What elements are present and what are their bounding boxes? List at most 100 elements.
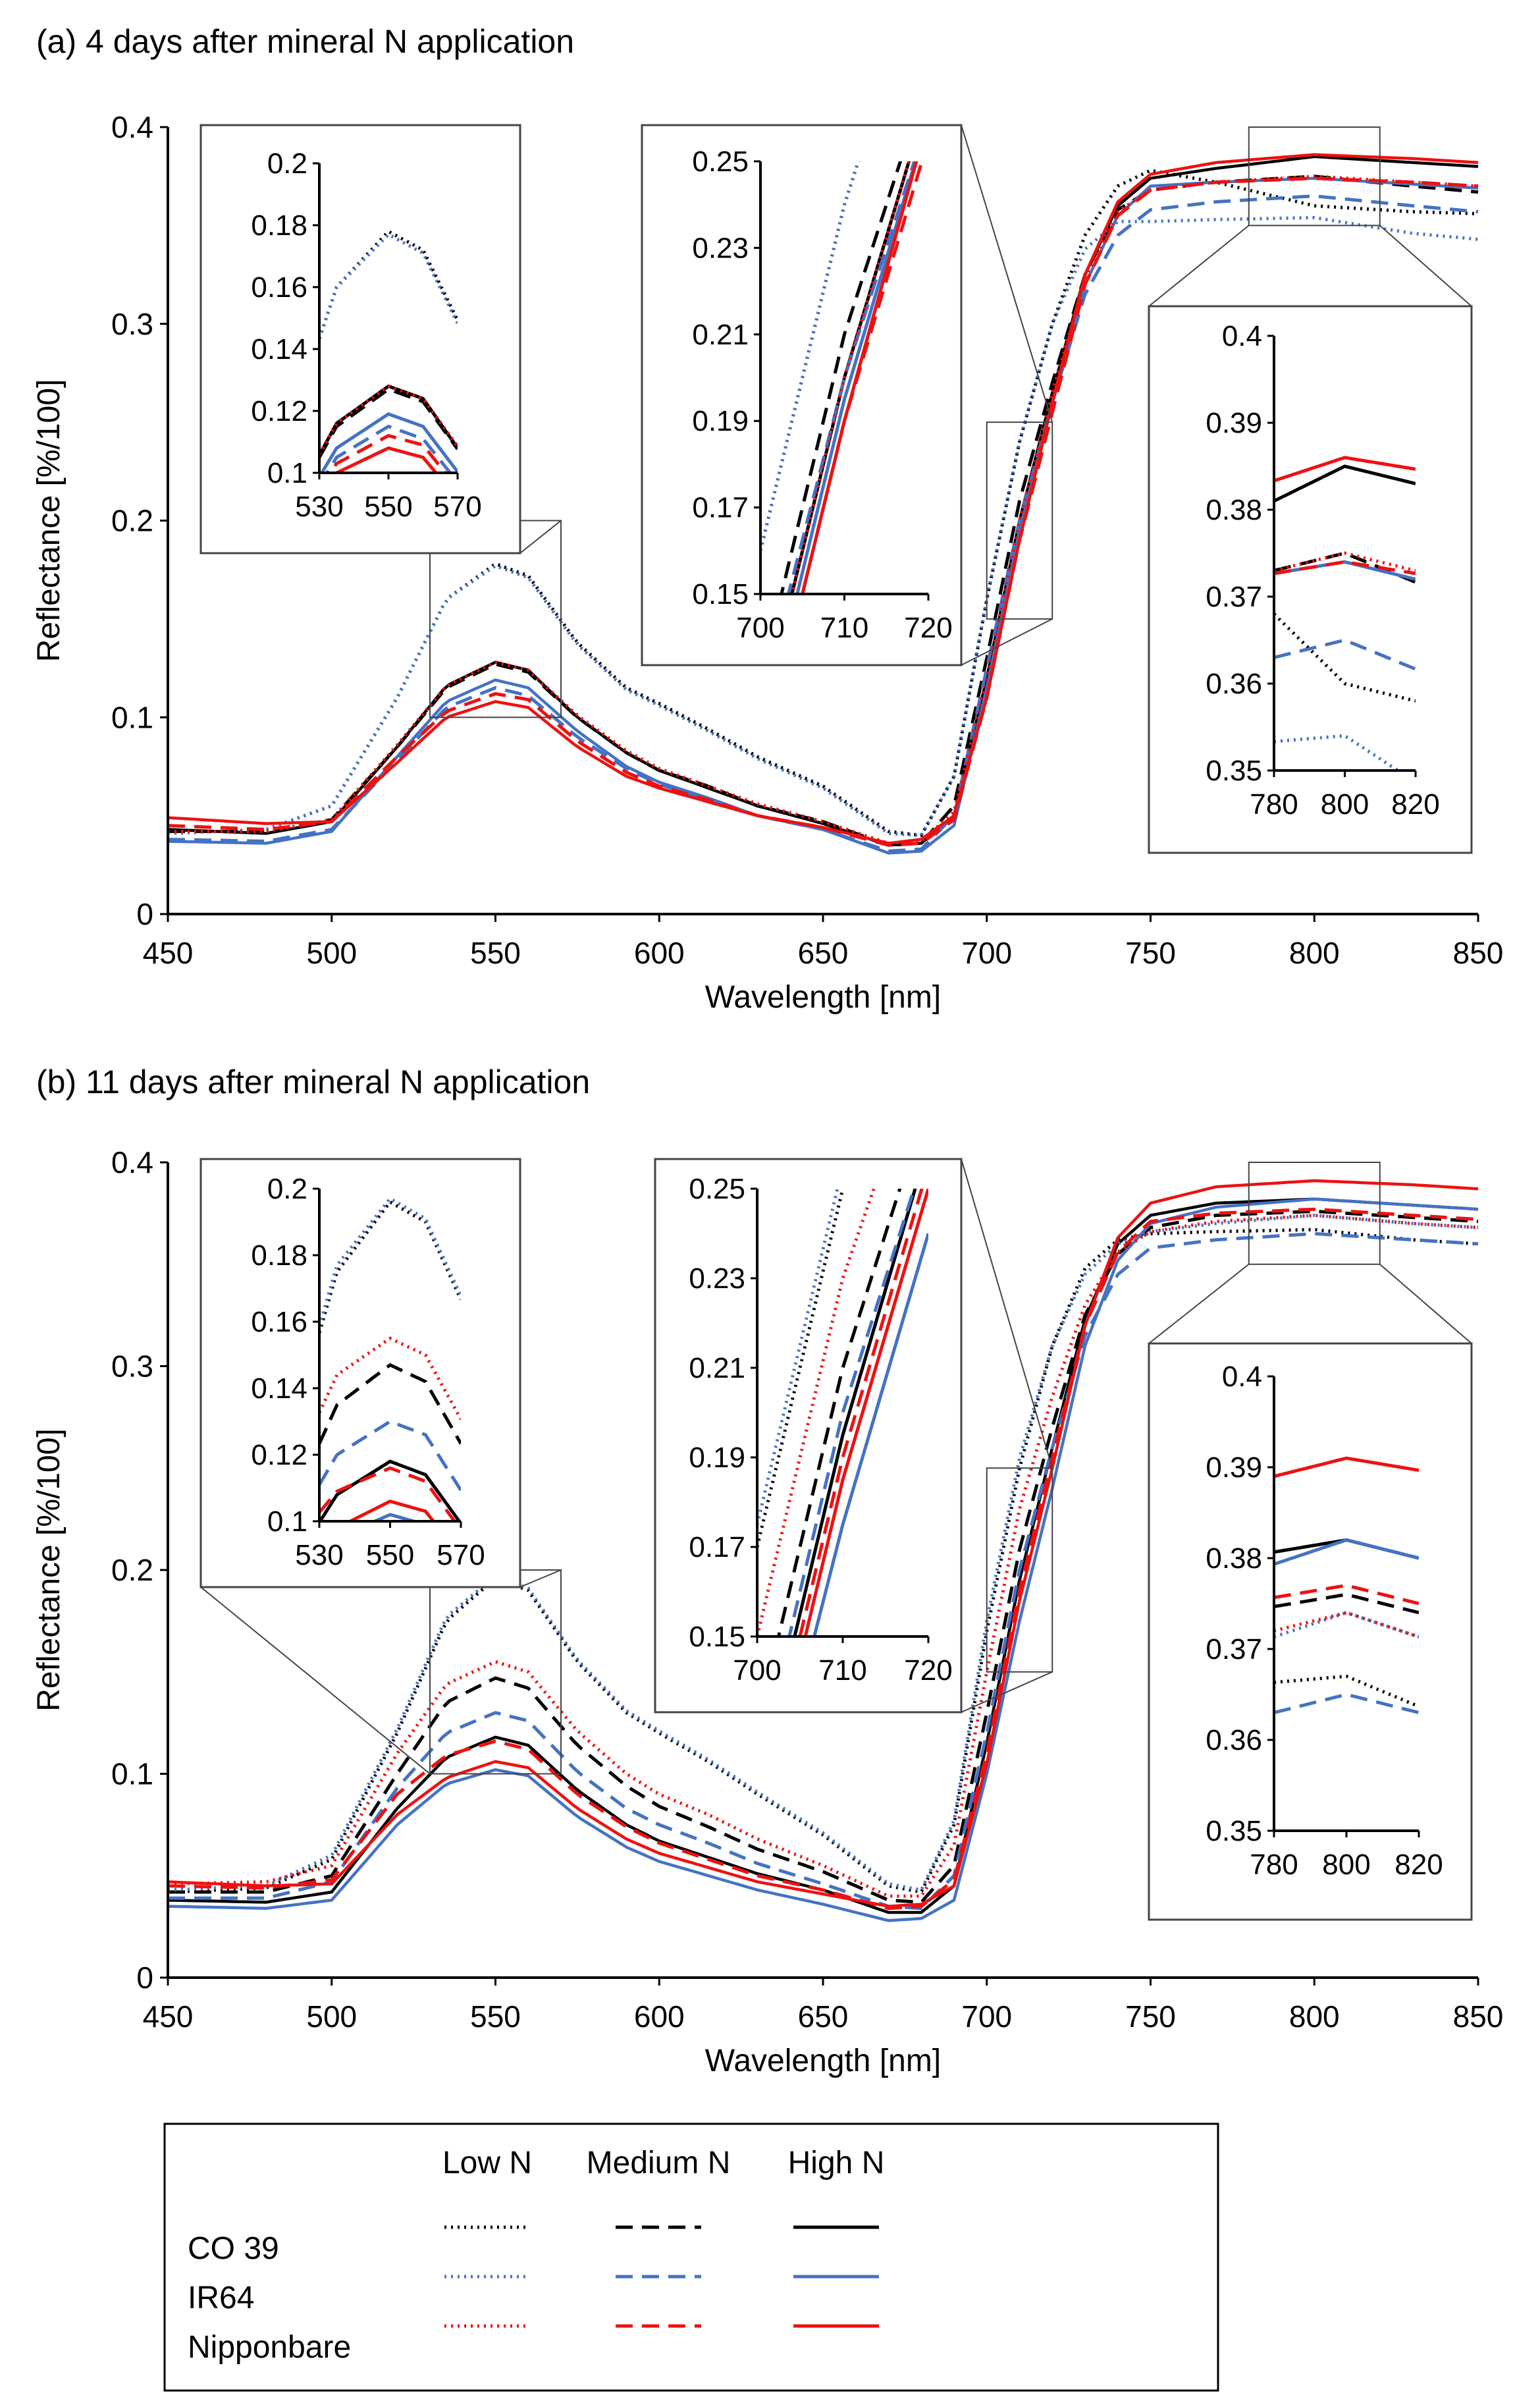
inset-box (199, 1158, 521, 1588)
inset-series-line-nipponbare-low-n (790, 161, 911, 594)
series-line-ir64-high-n (167, 1197, 1479, 1922)
inset-green: 530 550 570 0.1 0.12 0.14 0.16 0.18 0.2 (199, 124, 562, 718)
inset-series-line-nipponbare-low-n (319, 384, 458, 456)
inset-x-tick-label: 800 (1322, 1849, 1370, 1881)
panel-b-label: (b) 11 days after mineral N application (36, 1064, 590, 1100)
inset-box (641, 124, 963, 666)
x-tick-label: 700 (961, 936, 1012, 970)
inset-y-tick-label: 0.2 (267, 148, 307, 180)
inset-series-line-co-39-low-n (319, 1199, 461, 1334)
x-tick-label: 850 (1453, 936, 1504, 970)
inset-x-tick-label: 710 (820, 612, 868, 644)
y-tick-label: 0.3 (111, 1349, 153, 1384)
inset-y-tick-label: 0.21 (689, 1352, 745, 1384)
panel-b-chart: 450 500 550 600 650 700 750 800 850 0 0.1 0.2 0.3 0.4… (32, 1145, 1504, 2078)
inset-x-tick-label: 550 (366, 1539, 414, 1571)
series-line-nipponbare-high-n (167, 1179, 1479, 1908)
inset-series-line-nipponbare-low-n (1274, 551, 1416, 572)
series-group (167, 1179, 1479, 1922)
inset-series-line-co-39-high-n (793, 1189, 917, 1636)
inset-rededge: 700 710 720 0.15 0.17 0.19 0.21 0.23 0.25 (641, 124, 1053, 666)
inset-y-tick-label: 0.14 (251, 333, 307, 365)
inset-box (1148, 1342, 1473, 1921)
zoom-connector (1148, 225, 1250, 307)
y-tick-label: 0.2 (111, 504, 153, 538)
inset-series-line-nipponbare-high-n (1274, 456, 1416, 483)
x-tick-label: 650 (798, 1999, 849, 2034)
inset-box (1148, 305, 1473, 854)
inset-y-tick-label: 0.19 (692, 405, 749, 437)
inset-series-line-ir64-high-n (319, 412, 458, 473)
inset-y-tick-label: 0.23 (689, 1262, 745, 1295)
x-axis-title: Wavelength [nm] (705, 2043, 941, 2078)
inset-series-line-nipponbare-low-n (1274, 1611, 1419, 1638)
inset-y-tick-label: 0.12 (251, 1439, 307, 1471)
inset-y-tick-label: 0.17 (692, 492, 749, 524)
inset-x-tick-label: 570 (433, 491, 481, 523)
inset-y-tick-label: 0.4 (1222, 1361, 1262, 1393)
inset-y-tick-label: 0.35 (1206, 755, 1262, 787)
zoom-connector (961, 618, 1053, 666)
inset-series-line-co-39-low-n (1274, 1674, 1419, 1708)
inset-green: 530 550 570 0.1 0.12 0.14 0.16 0.18 0.2 (199, 1158, 562, 1775)
inset-x-tick-label: 800 (1321, 788, 1369, 821)
x-tick-label: 650 (798, 936, 849, 970)
inset-nir: 780 800 820 0.35 0.36 0.37 0.38 0.39 0.4 (1148, 1162, 1473, 1921)
zoom-connector (961, 1671, 1053, 1713)
x-tick-label: 750 (1125, 1999, 1176, 2034)
inset-x-tick-label: 530 (295, 1539, 343, 1571)
zoom-connector (519, 520, 562, 554)
inset-series-line-ir64-medium-n (325, 424, 452, 473)
zoom-region (1248, 126, 1381, 227)
x-tick-label: 700 (961, 1999, 1012, 2034)
inset-series-line-nipponbare-medium-n (319, 1466, 457, 1521)
x-tick-label: 800 (1289, 1999, 1340, 2034)
zoom-connector (1379, 225, 1472, 307)
zoom-region (429, 1569, 562, 1775)
inset-y-tick-label: 0.16 (251, 271, 307, 304)
inset-series-line-ir64-high-n (1274, 560, 1416, 581)
legend-row-co39: CO 39 (188, 2231, 279, 2266)
inset-series-line-ir64-low-n (319, 1197, 461, 1327)
series-line-co-39-medium-n (168, 1209, 1479, 1905)
inset-x-tick-label: 700 (736, 612, 784, 644)
zoom-region (1248, 1162, 1381, 1265)
zoom-connector (1379, 1263, 1472, 1344)
zoom-connector (200, 1586, 431, 1775)
inset-series-line-co-39-low-n (1274, 612, 1416, 703)
x-tick-label: 750 (1125, 936, 1176, 970)
y-axis-title: Reflectance [%/100] (32, 379, 66, 663)
inset-box (199, 124, 521, 554)
inset-series-line-co-39-high-n (319, 1459, 461, 1521)
inset-x-tick-label: 700 (733, 1654, 781, 1687)
inset-nir: 780 800 820 0.35 0.36 0.37 0.38 0.39 0.4 (1148, 126, 1473, 854)
inset-series-line-co-39-medium-n (780, 161, 903, 594)
inset-series-line-nipponbare-high-n (1274, 1456, 1419, 1478)
series-line-nipponbare-medium-n (167, 176, 1479, 847)
y-tick-label: 0.1 (111, 700, 153, 734)
x-axis-title: Wavelength [nm] (705, 980, 941, 1015)
inset-y-tick-label: 0.16 (251, 1306, 307, 1338)
inset-y-tick-label: 0.38 (1206, 1542, 1262, 1575)
x-tick-label: 600 (634, 936, 685, 970)
inset-series-group (319, 1197, 461, 1521)
legend-header-high: High N (788, 2146, 885, 2180)
legend-header-medium: Medium N (587, 2146, 731, 2180)
inset-y-tick-label: 0.14 (251, 1372, 307, 1405)
zoom-connector (961, 1158, 1053, 1469)
x-tick-label: 500 (306, 1999, 357, 2034)
inset-y-tick-label: 0.2 (267, 1173, 307, 1205)
series-line-nipponbare-high-n (167, 153, 1479, 845)
inset-y-tick-label: 0.1 (267, 457, 307, 489)
inset-x-tick-label: 820 (1394, 1849, 1443, 1881)
inset-series-line-ir64-high-n (1274, 1538, 1419, 1566)
inset-series-line-nipponbare-high-n (803, 1189, 928, 1636)
series-group (167, 153, 1479, 855)
legend-row-nipponbare: Nipponbare (188, 2330, 351, 2365)
x-tick-label: 850 (1453, 1999, 1504, 2034)
y-tick-label: 0.2 (111, 1553, 153, 1587)
inset-y-tick-label: 0.15 (692, 578, 749, 610)
inset-x-tick-label: 570 (437, 1539, 485, 1571)
inset-y-tick-label: 0.21 (692, 319, 749, 351)
